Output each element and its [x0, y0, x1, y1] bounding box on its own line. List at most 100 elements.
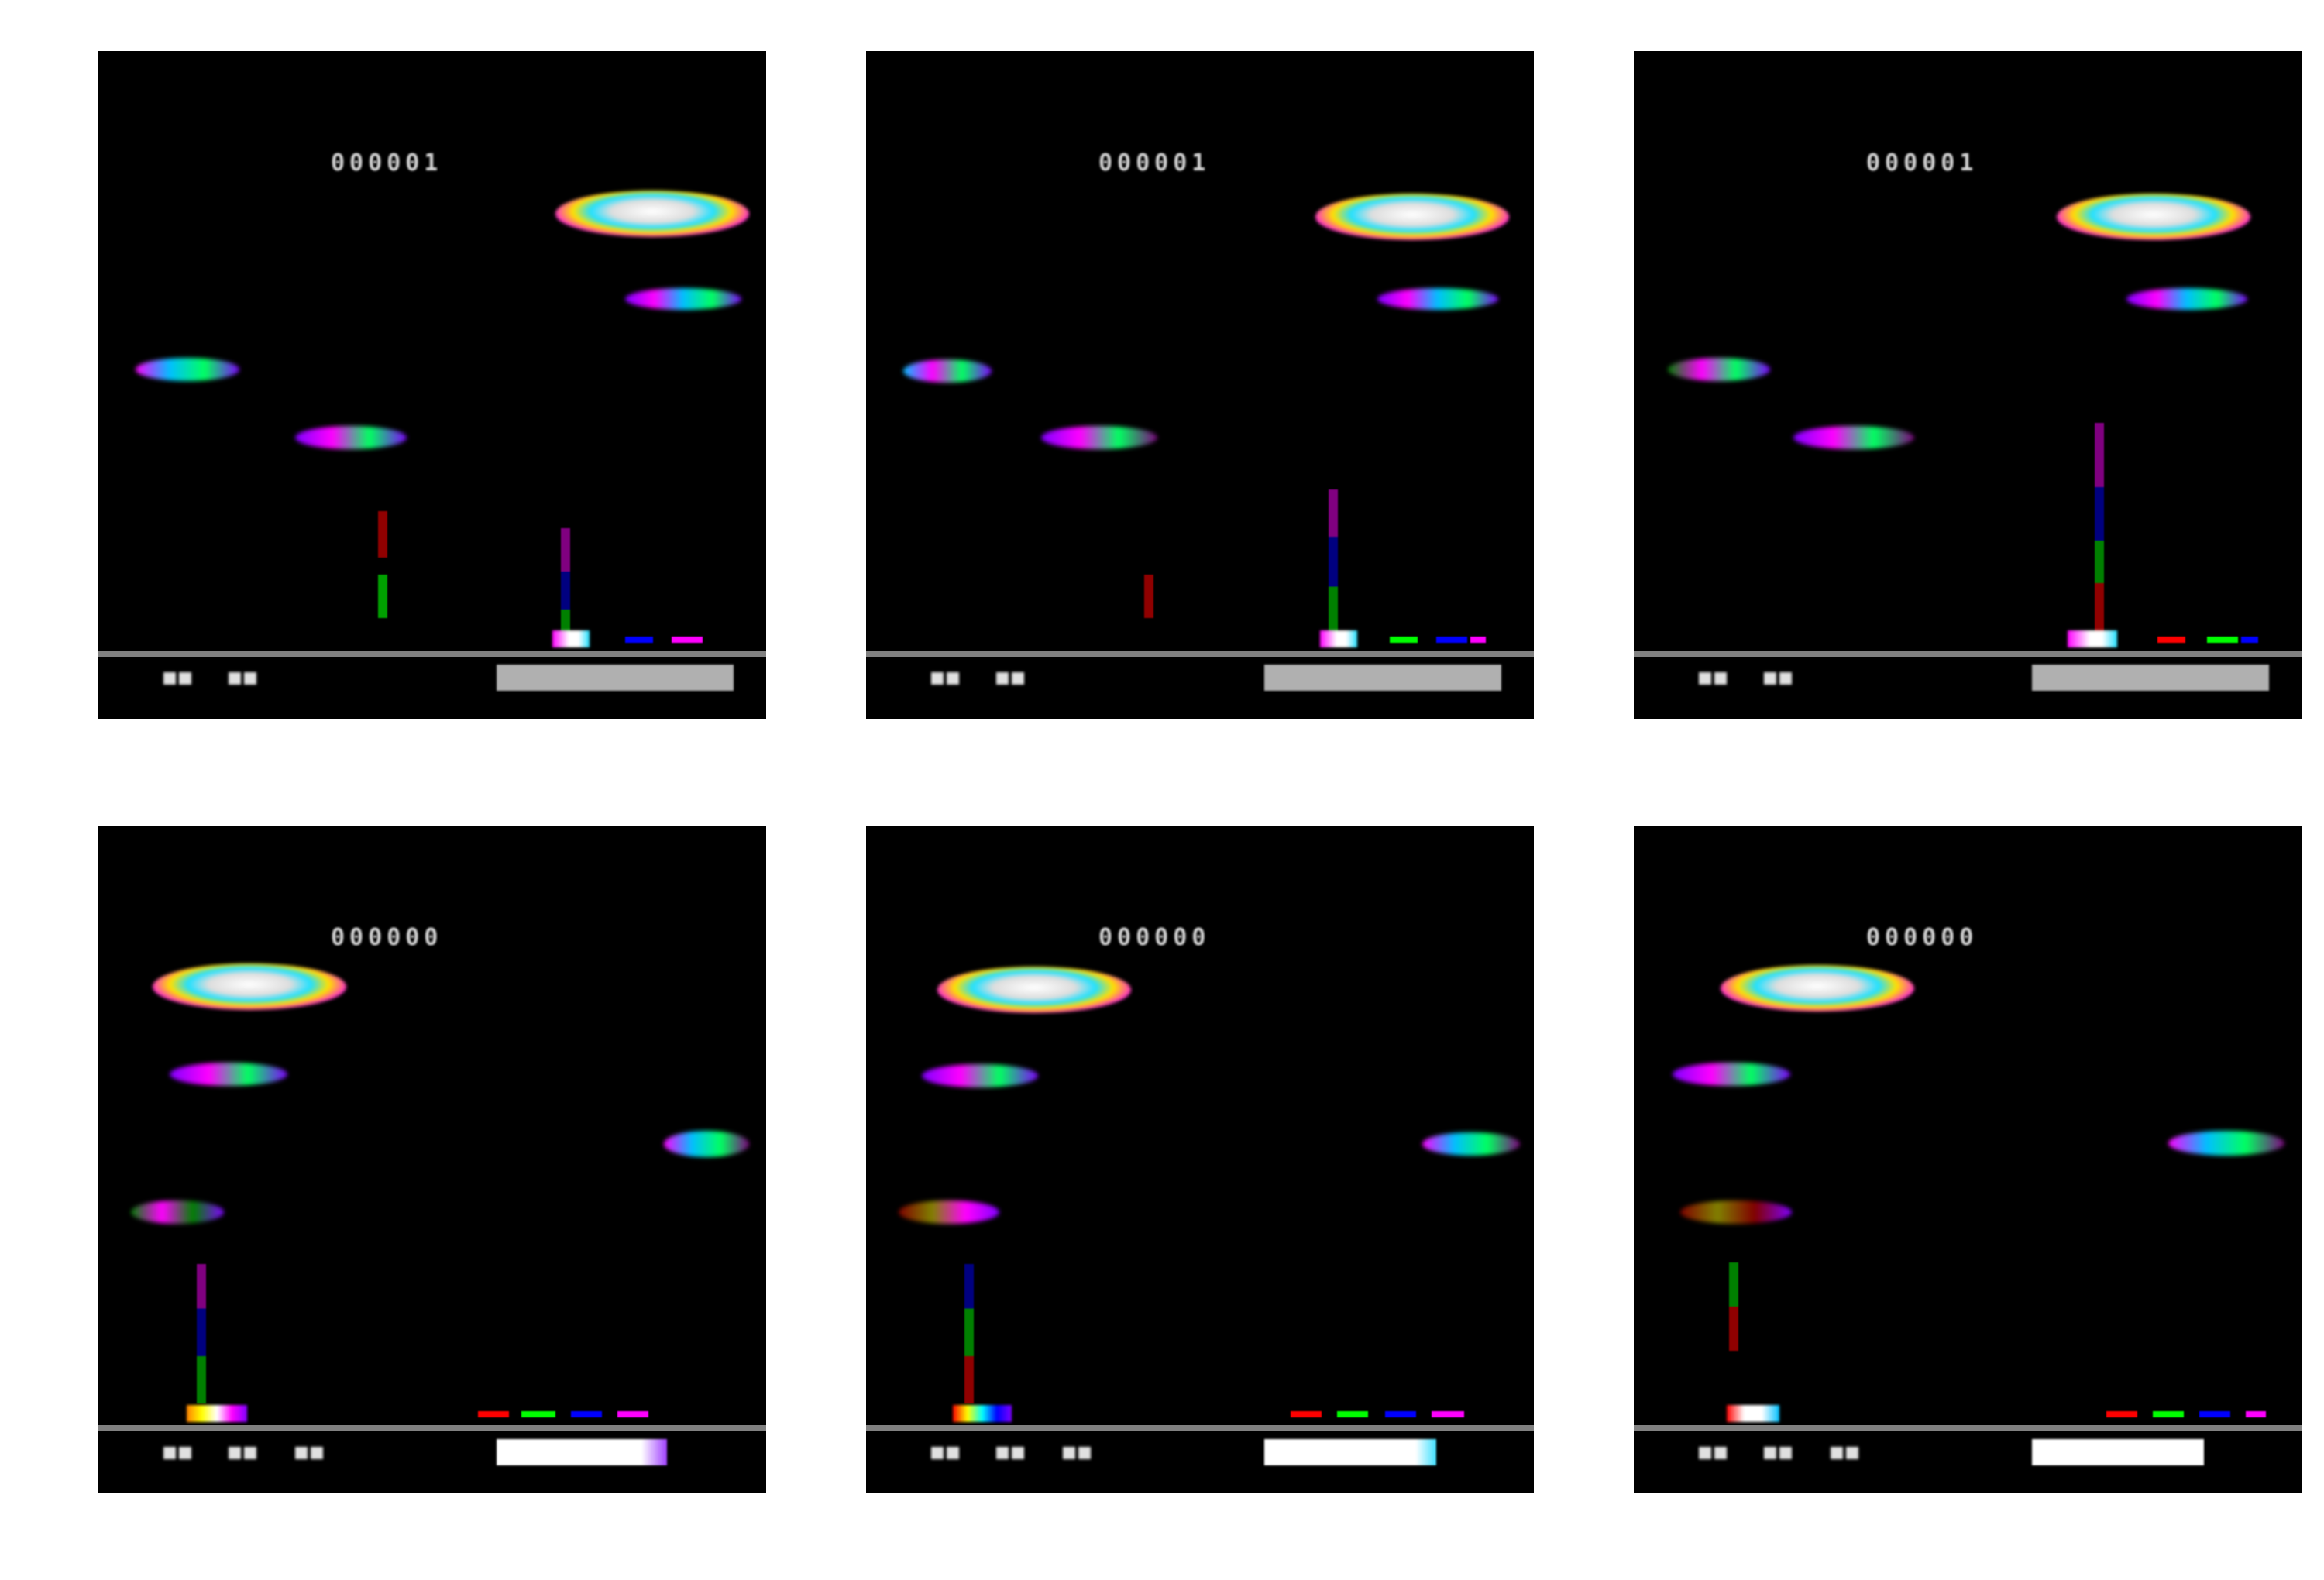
- enemy-sprite: [1673, 1063, 1790, 1086]
- enemy-sprite: [1377, 288, 1498, 310]
- score-display: 000001: [331, 149, 443, 177]
- enemy-sprite: [2126, 288, 2247, 310]
- energy-bar: [1264, 665, 1501, 691]
- ammo-indicator: [2207, 637, 2238, 643]
- energy-bar: [2032, 665, 2269, 691]
- lives-indicator: [1697, 1444, 1899, 1467]
- lives-indicator: [1697, 669, 1899, 692]
- ufo-sprite: [2057, 194, 2250, 240]
- enemy-sprite: [1793, 426, 1914, 449]
- laser-beam: [378, 511, 387, 558]
- lives-indicator: [162, 669, 363, 692]
- ammo-indicator: [1337, 1411, 1368, 1417]
- ammo-indicator: [571, 1411, 602, 1417]
- life-icon: [227, 1444, 258, 1462]
- ammo-indicator: [625, 637, 653, 643]
- life-icon: [162, 1444, 193, 1462]
- life-icon: [1762, 669, 1793, 688]
- ammo-indicator: [617, 1411, 648, 1417]
- life-icon: [294, 1444, 325, 1462]
- laser-beam: [1729, 1262, 1738, 1351]
- score-display: 000001: [1098, 149, 1211, 177]
- enemy-sprite: [899, 1200, 999, 1224]
- player-cannon: [2068, 630, 2117, 647]
- player-cannon: [552, 630, 590, 647]
- ufo-sprite: [555, 191, 749, 237]
- life-icon: [930, 669, 961, 688]
- life-icon: [1697, 669, 1728, 688]
- enemy-sprite: [903, 359, 992, 383]
- life-icon: [995, 669, 1026, 688]
- laser-beam: [197, 1264, 206, 1403]
- game-frame-6: 000000: [1634, 826, 2302, 1493]
- life-icon: [1061, 1444, 1092, 1462]
- ammo-indicator: [2241, 637, 2258, 643]
- laser-beam: [561, 528, 570, 637]
- score-display: 000000: [1098, 924, 1211, 951]
- ground-line: [1634, 1425, 2302, 1431]
- enemy-sprite: [1041, 426, 1157, 449]
- score-display: 000000: [1866, 924, 1978, 951]
- life-icon: [1762, 1444, 1793, 1462]
- player-cannon: [1727, 1405, 1779, 1422]
- laser-beam: [1329, 489, 1338, 637]
- ammo-indicator: [1291, 1411, 1322, 1417]
- ground-line: [98, 651, 766, 657]
- ammo-indicator: [1390, 637, 1418, 643]
- energy-bar: [2032, 1439, 2204, 1465]
- ufo-sprite: [1315, 194, 1509, 240]
- player-cannon: [187, 1405, 247, 1422]
- ground-line: [1634, 651, 2302, 657]
- ufo-sprite: [1721, 965, 1914, 1012]
- ammo-indicator: [2199, 1411, 2230, 1417]
- game-frame-4: 000000: [98, 826, 766, 1493]
- ammo-indicator: [2246, 1411, 2266, 1417]
- life-icon: [1829, 1444, 1860, 1462]
- ammo-indicator: [521, 1411, 555, 1417]
- player-cannon: [1320, 630, 1357, 647]
- laser-beam: [1144, 575, 1153, 618]
- ammo-indicator: [1470, 637, 1486, 643]
- life-icon: [227, 669, 258, 688]
- life-icon: [995, 1444, 1026, 1462]
- ground-line: [98, 1425, 766, 1431]
- ammo-indicator: [478, 1411, 509, 1417]
- game-frame-2: 000001: [866, 51, 1534, 719]
- ammo-indicator: [1436, 637, 1467, 643]
- laser-beam: [964, 1264, 974, 1403]
- ammo-indicator: [2153, 1411, 2184, 1417]
- game-frame-3: 000001: [1634, 51, 2302, 719]
- laser-beam: [2095, 423, 2104, 637]
- enemy-sprite: [922, 1064, 1038, 1087]
- enemy-sprite: [295, 426, 407, 449]
- ammo-indicator: [2106, 1411, 2137, 1417]
- lives-indicator: [930, 1444, 1131, 1467]
- energy-bar: [497, 1439, 667, 1465]
- enemy-sprite: [1668, 358, 1770, 381]
- enemy-sprite: [131, 1200, 224, 1224]
- ammo-indicator: [2157, 637, 2185, 643]
- energy-bar: [497, 665, 734, 691]
- ammo-indicator: [672, 637, 703, 643]
- ground-line: [866, 1425, 1534, 1431]
- laser-beam: [378, 575, 387, 618]
- score-display: 000001: [1866, 149, 1978, 177]
- ground-line: [866, 651, 1534, 657]
- energy-bar: [1264, 1439, 1436, 1465]
- enemy-sprite: [1422, 1132, 1520, 1156]
- enemy-sprite: [2168, 1131, 2284, 1156]
- lives-indicator: [162, 1444, 363, 1467]
- enemy-sprite: [625, 288, 741, 310]
- ufo-sprite: [937, 967, 1131, 1013]
- life-icon: [930, 1444, 961, 1462]
- enemy-sprite: [170, 1063, 287, 1086]
- score-display: 000000: [331, 924, 443, 951]
- enemy-sprite: [136, 358, 239, 381]
- lives-indicator: [930, 669, 1131, 692]
- ufo-sprite: [153, 963, 346, 1010]
- game-frame-5: 000000: [866, 826, 1534, 1493]
- life-icon: [1697, 1444, 1728, 1462]
- player-cannon: [953, 1405, 1012, 1422]
- enemy-sprite: [1680, 1200, 1792, 1224]
- life-icon: [162, 669, 193, 688]
